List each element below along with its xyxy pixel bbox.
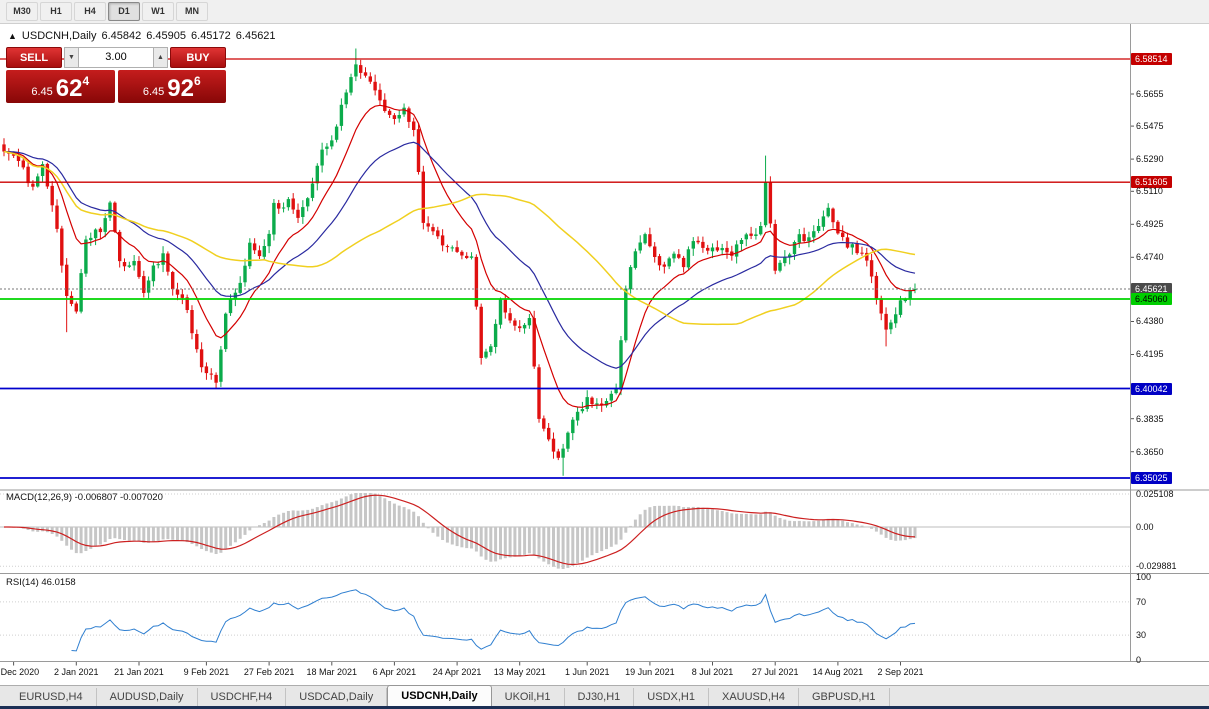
window-bottom-edge: [0, 706, 1209, 709]
chart-tab-ukoil-h1[interactable]: UKOil,H1: [492, 688, 565, 706]
buy-price-display[interactable]: 6.45 92 6: [117, 70, 226, 103]
sell-price-pip-digit: 4: [82, 74, 90, 88]
chart-tab-bar: EURUSD,H4 AUDUSD,Daily USDCHF,H4 USDCAD,Dai…: [0, 685, 1209, 706]
ohlc-open: 6.45842: [101, 30, 142, 42]
volume-increase-button[interactable]: ▲: [153, 47, 168, 68]
volume-input[interactable]: 3.00: [79, 47, 153, 68]
moving-average-12: [3, 104, 916, 408]
macd-signal-line: [4, 494, 916, 566]
sell-price-big-digits: 62: [55, 75, 83, 102]
chart-tab-eurusd-h4[interactable]: EURUSD,H4: [6, 688, 97, 706]
rsi-indicator-label: RSI(14) 46.0158: [6, 577, 76, 588]
buy-price-prefix: 6.45: [142, 86, 165, 98]
sell-price-prefix: 6.45: [31, 86, 53, 98]
buy-price-pip-digit: 6: [193, 74, 201, 88]
macd-indicator-label: MACD(12,26,9) -0.006807 -0.007020: [6, 492, 163, 503]
buy-button[interactable]: BUY: [170, 47, 226, 68]
rsi-line: [71, 589, 916, 652]
chart-ohlc-header: ▲ USDCNH,Daily 6.45842 6.45905 6.45172 6.4562…: [8, 30, 281, 42]
chart-tab-usdcad-daily[interactable]: USDCAD,Daily: [286, 688, 388, 706]
chart-tab-xauusd-h4[interactable]: XAUUSD,H4: [709, 688, 799, 706]
price-chart-canvas[interactable]: [0, 0, 1209, 686]
chevron-down-icon: ▼: [68, 54, 75, 61]
buy-price-big-digits: 92: [167, 75, 194, 102]
timeframe-button-h4[interactable]: H4: [74, 2, 106, 21]
symbol-name: USDCNH,Daily: [21, 30, 97, 42]
timeframe-button-m30[interactable]: M30: [6, 2, 38, 21]
macd-histogram: [2, 493, 917, 569]
one-click-trading-panel: SELL ▼ 3.00 ▲ BUY 6.45 62 4 6.45 92 6: [6, 47, 226, 103]
chevron-up-icon: ▲: [157, 54, 164, 61]
chart-tab-usdchf-h4[interactable]: USDCHF,H4: [198, 688, 287, 706]
moving-average-55: [3, 150, 916, 326]
moving-averages-layer: [3, 104, 916, 408]
sell-button[interactable]: SELL: [6, 47, 62, 68]
chart-tab-usdx-h1[interactable]: USDX,H1: [634, 688, 709, 706]
candles-layer: [2, 48, 917, 476]
ohlc-low: 6.45172: [191, 30, 231, 42]
sell-price-display[interactable]: 6.45 62 4: [6, 70, 115, 103]
moving-average-30: [3, 141, 916, 369]
volume-decrease-button[interactable]: ▼: [64, 47, 79, 68]
chart-tab-audusd-daily[interactable]: AUDUSD,Daily: [97, 688, 198, 706]
symbol-direction-icon: ▲: [8, 31, 17, 41]
timeframe-toolbar: M30 H1 H4 D1 W1 MN: [0, 0, 1209, 24]
timeframe-button-h1[interactable]: H1: [40, 2, 72, 21]
chart-tab-gbpusd-h1[interactable]: GBPUSD,H1: [799, 688, 890, 706]
timeframe-button-d1[interactable]: D1: [108, 2, 140, 21]
volume-stepper[interactable]: ▼ 3.00 ▲: [64, 47, 168, 68]
timeframe-button-w1[interactable]: W1: [142, 2, 174, 21]
timeframe-button-mn[interactable]: MN: [176, 2, 208, 21]
chart-tab-dj30-h1[interactable]: DJ30,H1: [565, 688, 635, 706]
chart-tab-usdcnh-daily[interactable]: USDCNH,Daily: [387, 685, 492, 706]
ohlc-high: 6.45905: [146, 30, 187, 42]
ohlc-close: 6.45621: [235, 30, 276, 42]
